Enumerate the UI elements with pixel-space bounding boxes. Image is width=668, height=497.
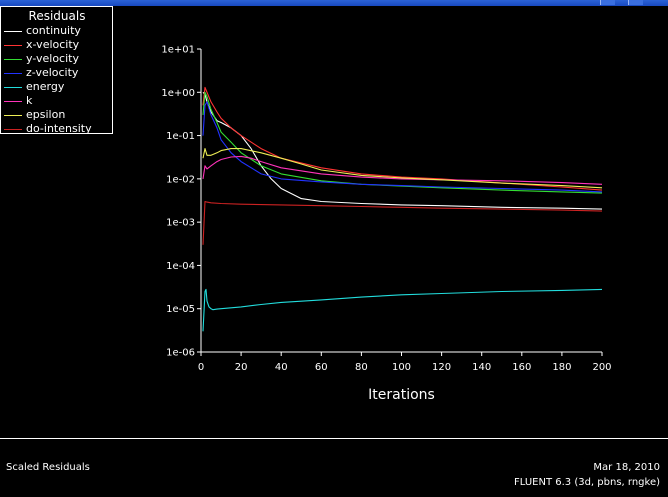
y-tick-label: 1e+00 (161, 88, 195, 99)
legend-label: epsilon (26, 108, 66, 121)
legend-label: energy (26, 80, 65, 93)
legend-swatch (4, 59, 22, 60)
legend-label: z-velocity (26, 66, 79, 79)
y-tick-label: 1e-02 (166, 174, 195, 185)
legend: Residuals continuity x-velocity y-velocity… (0, 6, 113, 136)
legend-item-energy: energy (1, 80, 113, 94)
series-line-continuity (202, 91, 603, 210)
y-tick-label: 1e-01 (166, 131, 195, 142)
y-tick-label: 1e-06 (166, 348, 195, 359)
series-line-y-velocity (202, 91, 603, 194)
series-line-epsilon (202, 148, 603, 189)
legend-label: continuity (26, 24, 81, 37)
legend-label: do-intensity (26, 122, 92, 135)
legend-item-y-velocity: y-velocity (1, 52, 113, 66)
window-titlebar[interactable] (0, 0, 668, 6)
x-axis-title: Iterations (368, 387, 435, 403)
legend-swatch (4, 115, 22, 116)
series-line-energy (202, 288, 603, 332)
legend-swatch (4, 87, 22, 88)
legend-swatch (4, 73, 22, 74)
solver-version-label: FLUENT 6.3 (3d, pbns, rngke) (514, 477, 660, 488)
x-tick-label: 200 (592, 362, 611, 373)
x-tick-label: 100 (392, 362, 411, 373)
legend-item-z-velocity: z-velocity (1, 66, 113, 80)
x-tick-label: 20 (235, 362, 248, 373)
legend-label: x-velocity (26, 38, 80, 51)
y-tick-label: 1e+01 (161, 45, 195, 56)
x-tick-label: 140 (472, 362, 491, 373)
legend-label: k (26, 94, 33, 107)
legend-swatch (4, 101, 22, 102)
series-line-k (202, 155, 603, 185)
y-tick-label: 1e-03 (166, 218, 195, 229)
minimize-button[interactable] (600, 0, 615, 5)
x-tick-label: 40 (275, 362, 288, 373)
plot-name-label: Scaled Residuals (6, 462, 90, 473)
x-tick-label: 160 (512, 362, 531, 373)
x-tick-label: 180 (552, 362, 571, 373)
series-line-do-intensity (202, 200, 603, 245)
x-tick-label: 120 (432, 362, 451, 373)
legend-item-k: k (1, 94, 113, 108)
legend-label: y-velocity (26, 52, 79, 65)
date-label: Mar 18, 2010 (593, 462, 660, 473)
legend-item-continuity: continuity (1, 24, 113, 38)
legend-item-x-velocity: x-velocity (1, 38, 113, 52)
y-tick-label: 1e-04 (166, 261, 195, 272)
legend-title: Residuals (28, 9, 86, 23)
status-footer: Scaled Residuals Mar 18, 2010 FLUENT 6.3… (0, 438, 668, 497)
x-tick-label: 60 (315, 362, 328, 373)
x-tick-label: 0 (198, 362, 204, 373)
x-tick-label: 80 (355, 362, 368, 373)
series-line-z-velocity (202, 101, 603, 193)
legend-item-epsilon: epsilon (1, 108, 113, 122)
legend-swatch (4, 45, 22, 46)
y-tick-label: 1e-05 (166, 304, 195, 315)
legend-swatch (4, 129, 22, 130)
legend-item-do-intensity: do-intensity (1, 122, 113, 136)
legend-swatch (4, 31, 22, 32)
residuals-plot: 1e-06 1e-05 1e-04 1e-03 1e-02 1e-01 1e+00 1e+01… (161, 45, 611, 404)
maximize-button[interactable] (628, 0, 643, 5)
